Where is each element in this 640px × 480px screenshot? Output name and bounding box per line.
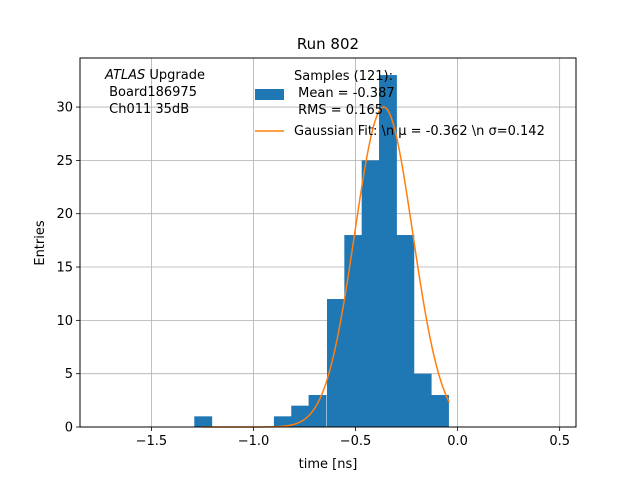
annotation-line-1: ATLAS Upgrade [104, 68, 205, 83]
legend-samples-line-3: RMS = 0.165 [294, 103, 383, 118]
legend-fit-label: Gaussian Fit: \n μ = -0.362 \n σ=0.142 [294, 124, 545, 139]
legend-samples-line-2: Mean = -0.387 [294, 86, 395, 101]
atlas-annotation: ATLAS Upgrade Board186975 Ch011 35dB [104, 68, 205, 117]
y-tick-label: 15 [56, 261, 73, 276]
histogram-bar [194, 416, 213, 427]
histogram-bar [413, 373, 432, 427]
y-tick-label: 10 [56, 314, 73, 329]
x-tick-label: 0.0 [447, 434, 468, 449]
histogram-bar [308, 395, 327, 427]
histogram-bar [431, 395, 449, 427]
y-axis-ticks: 0 5 10 15 20 25 30 [56, 101, 80, 436]
y-tick-label: 5 [65, 367, 73, 382]
legend: Samples (121): Mean = -0.387 RMS = 0.165… [255, 69, 545, 139]
y-axis-label: Entries [33, 220, 48, 266]
x-tick-label: −0.5 [340, 434, 372, 449]
x-tick-label: −1.0 [238, 434, 270, 449]
annotation-line-2: Board186975 [105, 85, 197, 100]
y-tick-label: 20 [56, 207, 73, 222]
y-tick-label: 0 [65, 421, 73, 436]
x-tick-label: 0.5 [549, 434, 570, 449]
histogram-bar [361, 160, 380, 427]
legend-samples-line-1: Samples (121): [294, 69, 393, 84]
annotation-line-3: Ch011 35dB [105, 102, 189, 117]
chart-title: Run 802 [297, 35, 359, 53]
histogram-bar [273, 416, 292, 427]
annotation-atlas: ATLAS [104, 68, 145, 83]
x-axis-ticks: −1.5 −1.0 −0.5 0.0 0.5 [136, 427, 570, 449]
histogram-bars [194, 75, 449, 427]
histogram-bar [379, 75, 397, 427]
histogram-bar [396, 235, 415, 427]
legend-samples-patch [255, 89, 284, 100]
histogram-bar [291, 405, 310, 427]
histogram-bar [344, 235, 363, 427]
x-tick-label: −1.5 [136, 434, 168, 449]
y-tick-label: 30 [56, 101, 73, 116]
annotation-upgrade: Upgrade [145, 68, 205, 83]
y-tick-label: 25 [56, 154, 73, 169]
histogram-bar [326, 299, 345, 427]
x-axis-label: time [ns] [299, 457, 358, 472]
plot-frame [79, 57, 577, 428]
